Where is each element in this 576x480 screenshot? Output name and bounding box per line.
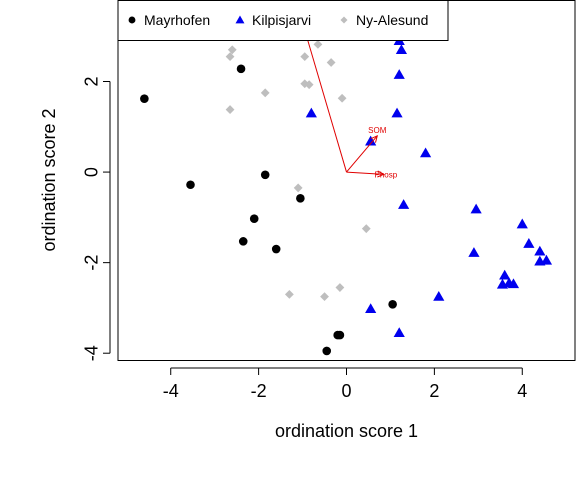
- x-tick-label: -4: [163, 381, 179, 401]
- point-ny-alesund: [320, 292, 329, 302]
- point-kilpisjarvi: [305, 107, 317, 118]
- vector-label: SOM: [368, 126, 387, 135]
- vector-arrow: [346, 135, 378, 173]
- vector-arrowhead: [370, 134, 379, 143]
- point-mayrhofen: [296, 194, 305, 203]
- point-ny-alesund: [335, 283, 345, 292]
- point-kilpisjarvi: [365, 135, 377, 146]
- point-kilpisjarvi: [534, 245, 546, 256]
- y-tick-label: 2: [82, 77, 102, 87]
- point-mayrhofen: [388, 300, 397, 309]
- y-axis-title: ordination score 2: [39, 108, 59, 251]
- point-mayrhofen: [249, 214, 259, 224]
- point-kilpisjarvi: [523, 238, 535, 248]
- point-kilpisjarvi: [395, 44, 408, 55]
- point-mayrhofen: [260, 170, 270, 180]
- point-kilpisjarvi: [419, 147, 432, 158]
- point-kilpisjarvi: [393, 69, 405, 79]
- point-kilpisjarvi: [499, 269, 511, 280]
- point-mayrhofen: [271, 244, 281, 254]
- point-ny-alesund: [304, 80, 314, 90]
- vector-arrowhead: [377, 170, 386, 178]
- point-kilpisjarvi: [540, 254, 553, 265]
- legend-label-mayrhofen: Mayrhofen: [144, 12, 210, 28]
- legend-label-ny-alesund: Ny-Alesund: [356, 12, 428, 28]
- point-mayrhofen: [322, 346, 332, 356]
- point-kilpisjarvi: [507, 278, 520, 289]
- point-ny-alesund: [225, 52, 235, 62]
- legend-marker-ny-alesund: [340, 16, 348, 24]
- point-mayrhofen: [140, 94, 149, 104]
- legend: Mayrhofen Kilpisjarvi Ny-Alesund: [117, 0, 449, 41]
- point-ny-alesund: [260, 88, 270, 98]
- point-kilpisjarvi: [365, 303, 377, 314]
- point-ny-alesund: [293, 183, 303, 193]
- legend-marker-mayrhofen: [128, 16, 136, 24]
- point-ny-alesund: [227, 45, 237, 55]
- y-tick-label: 0: [82, 167, 102, 177]
- y-tick-label: -2: [82, 255, 102, 271]
- point-kilpisjarvi: [468, 247, 480, 257]
- legend-marker-kilpisjarvi: [235, 15, 245, 24]
- x-tick-label: 2: [429, 381, 439, 401]
- point-ny-alesund: [284, 289, 294, 299]
- point-kilpisjarvi: [433, 291, 445, 301]
- point-ny-alesund: [326, 58, 336, 67]
- point-ny-alesund: [337, 93, 347, 103]
- point-kilpisjarvi: [393, 327, 405, 338]
- legend-box: [117, 0, 449, 41]
- point-ny-alesund: [361, 224, 371, 234]
- point-kilpisjarvi: [516, 218, 528, 229]
- plot-frame: [117, 0, 576, 361]
- x-axis-title: ordination score 1: [275, 421, 418, 441]
- point-mayrhofen: [186, 180, 195, 190]
- point-kilpisjarvi: [398, 199, 410, 209]
- x-tick-label: -2: [251, 381, 267, 401]
- point-mayrhofen: [236, 64, 246, 74]
- y-tick-label: -4: [82, 345, 102, 361]
- x-tick-label: 4: [517, 381, 527, 401]
- axis-layer: -4 -2 0 2 4 -4 -2 0 2: [82, 77, 528, 401]
- legend-label-kilpisjarvi: Kilpisjarvi: [252, 12, 311, 28]
- point-ny-alesund: [313, 39, 323, 49]
- points-layer: [140, 31, 553, 356]
- vector-arrow: [302, 22, 347, 173]
- point-kilpisjarvi: [391, 107, 403, 118]
- point-ny-alesund: [300, 52, 310, 62]
- x-tick-label: 0: [341, 381, 351, 401]
- point-kilpisjarvi: [470, 203, 482, 214]
- point-ny-alesund: [225, 105, 235, 114]
- point-mayrhofen: [333, 330, 343, 340]
- vector-arrow: [346, 171, 384, 175]
- point-mayrhofen: [238, 237, 248, 246]
- vector-label: Phosp: [375, 170, 398, 179]
